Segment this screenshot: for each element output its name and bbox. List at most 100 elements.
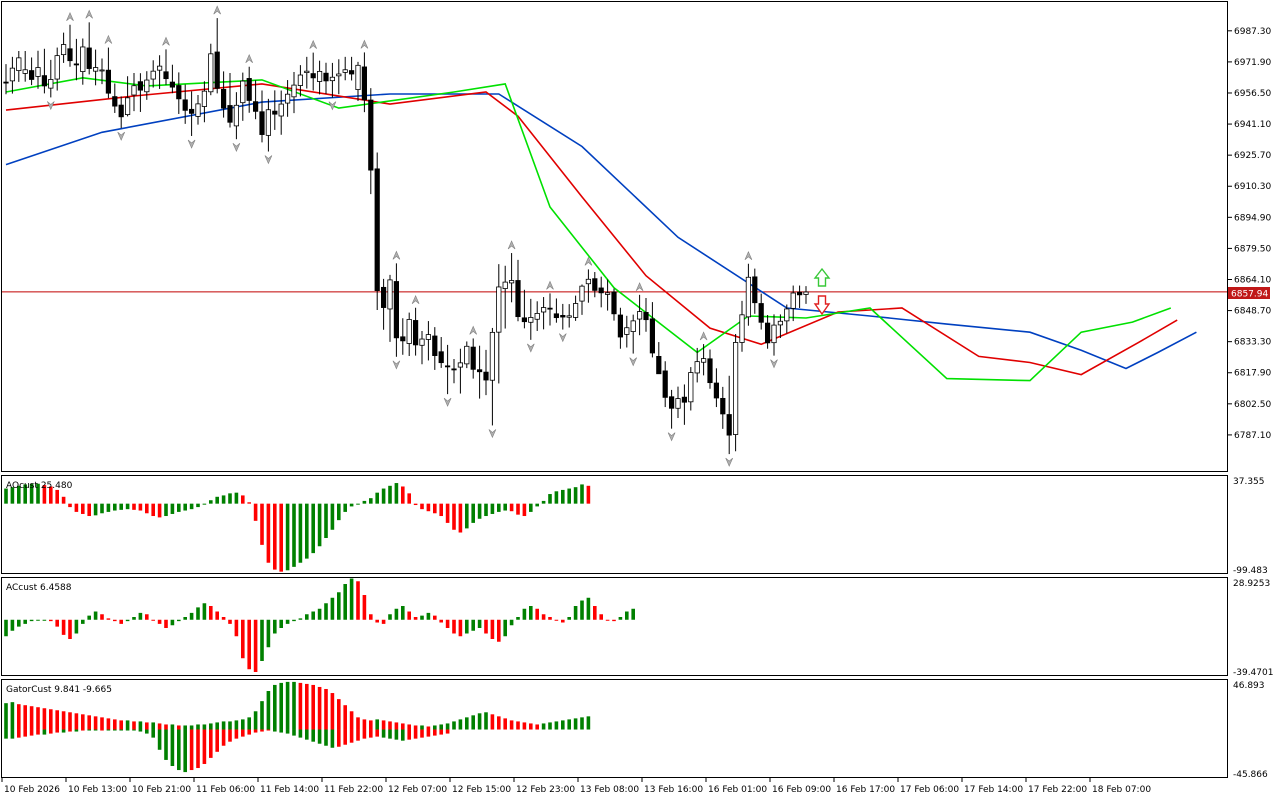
candle-body (528, 317, 534, 323)
ao-bar (356, 503, 360, 505)
candle (137, 73, 143, 112)
price-tick-label: 6864.10 (1234, 275, 1271, 285)
gator-upper-bar (509, 720, 514, 730)
ao-bar (401, 486, 405, 504)
ao-bar (458, 503, 463, 533)
fractal-down-icon (232, 142, 241, 152)
candle-body (451, 368, 457, 371)
candle-body (380, 286, 387, 308)
candle-body (16, 57, 22, 71)
candle (643, 298, 649, 332)
ac-bar (445, 619, 450, 628)
ao-bar (209, 500, 213, 504)
ao-bar (420, 503, 424, 510)
ao-bar (484, 503, 488, 517)
candle-body (553, 313, 560, 319)
candle-body (131, 85, 137, 96)
fractal-down-icon (392, 360, 401, 370)
ac-bar (49, 619, 53, 622)
ac-bar (138, 612, 143, 620)
candle-body (675, 398, 681, 409)
fractal-up-icon (213, 5, 221, 15)
gator-lower-bar (305, 729, 309, 740)
candle-body (291, 84, 297, 98)
candle (355, 61, 361, 102)
candle-body (310, 73, 316, 79)
ac-bar (401, 606, 405, 620)
gator-lower-bar (356, 729, 360, 741)
candle (16, 50, 22, 82)
candle (329, 62, 336, 98)
candle (188, 91, 195, 136)
candle-body (579, 285, 585, 302)
candle (483, 349, 489, 396)
time-tick-label: 10 Feb 2026 (4, 785, 60, 795)
ac-bar (631, 608, 635, 620)
gator-upper-bar (228, 721, 232, 730)
ac-bar (529, 606, 533, 620)
candle (304, 56, 310, 89)
sell-signal-arrow-down-icon (813, 295, 831, 316)
ao-bar (573, 487, 578, 504)
candle-body (233, 104, 239, 127)
candle (80, 38, 86, 85)
candle-body (598, 287, 604, 294)
candle-body (156, 65, 163, 71)
gator-lower-bar (413, 729, 418, 739)
ac-bar (189, 612, 194, 620)
ao-panel-frame (1, 475, 1228, 574)
ao-bar (29, 483, 34, 504)
candle (521, 289, 528, 329)
ao-bar (490, 503, 495, 514)
ac-bar (593, 606, 597, 620)
gator-lower-bar (68, 729, 72, 732)
candle-body (758, 303, 764, 323)
candle-body (681, 396, 688, 403)
candle-body (534, 313, 540, 320)
candle-body (649, 318, 656, 354)
ao-bar (23, 484, 27, 504)
ao-bar (10, 487, 15, 504)
ao-bar (228, 493, 232, 504)
candle-body (470, 346, 476, 370)
candle (259, 90, 265, 143)
ao-bar (74, 503, 79, 512)
candle-body (688, 372, 694, 403)
gator-lower-bar (349, 729, 354, 743)
ac-bar (17, 619, 21, 627)
gator-lower-bar (4, 729, 8, 739)
candle-body (656, 355, 662, 375)
candle (605, 279, 611, 311)
gator-upper-bar (17, 704, 21, 730)
candle (28, 57, 35, 86)
candle-body (272, 110, 278, 115)
gator-panel-frame (1, 679, 1228, 778)
price-panel[interactable] (2, 5, 1227, 467)
time-tick-label: 17 Feb 22:00 (1028, 785, 1087, 795)
candle (464, 341, 470, 369)
ac-bar (356, 581, 360, 620)
ao-bar (273, 503, 277, 570)
candle-body (195, 103, 201, 117)
candle-body (393, 281, 400, 339)
candle-body (803, 291, 809, 295)
gator-upper-bar (68, 712, 72, 730)
gator-bottom-value: -45.866 (1233, 770, 1268, 780)
ao-bar (580, 484, 584, 504)
ao-bar (241, 495, 245, 504)
candle (573, 295, 579, 321)
gator-lower-bar (55, 729, 59, 733)
ao-bar (535, 503, 539, 507)
fractal-up-icon (584, 256, 593, 266)
ao-histogram (4, 483, 591, 572)
gator-lower-bar (369, 729, 373, 738)
fractal-up-icon (309, 39, 317, 49)
candle-body (86, 47, 92, 69)
ac-bar (81, 619, 85, 624)
gator-lower-bar (145, 729, 149, 734)
gator-lower-bar (215, 729, 219, 752)
ao-bar (100, 503, 104, 514)
gator-lower-bar (132, 729, 136, 731)
price-tick-label: 6941.10 (1234, 120, 1271, 130)
